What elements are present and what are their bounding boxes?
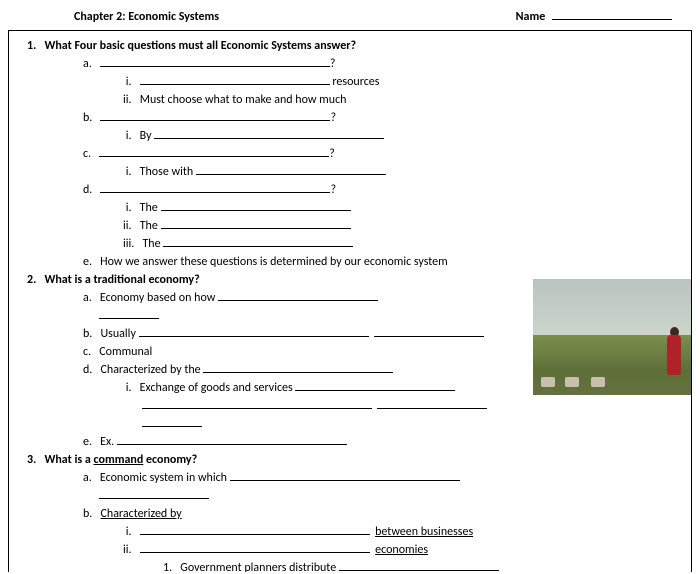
q1-e: e. How we answer these questions is dete…: [13, 253, 687, 271]
q1: 1. What Four basic questions must all Ec…: [13, 37, 687, 55]
blank-line[interactable]: [100, 182, 330, 193]
q1-c: c. ?: [13, 145, 687, 163]
blank-line[interactable]: [339, 560, 499, 571]
blank-line[interactable]: [100, 110, 330, 121]
blank-line[interactable]: [140, 524, 370, 535]
q1-d-i: i. The: [13, 199, 687, 217]
name-field: Name: [516, 10, 672, 24]
blank-line[interactable]: [100, 56, 330, 67]
content-box: 1. What Four basic questions must all Ec…: [8, 30, 692, 572]
q1-b-i: i. By: [13, 127, 687, 145]
animal-figure: [591, 377, 605, 387]
q1-a-ii: ii. Must choose what to make and how muc…: [13, 91, 687, 109]
blank-line[interactable]: [161, 200, 351, 211]
q3-b-ii-1: 1. Government planners distribute: [13, 559, 687, 572]
name-blank-line[interactable]: [552, 19, 672, 20]
q2-d-i-cont2: [13, 415, 687, 433]
blank-line[interactable]: [99, 308, 159, 319]
q1-a-i: i. resources: [13, 73, 687, 91]
blank-line[interactable]: [99, 488, 209, 499]
q1-a: a. ?: [13, 55, 687, 73]
blank-line[interactable]: [295, 380, 455, 391]
q3-b: b. Characterized by: [13, 505, 687, 523]
q1-d-iii: iii. The: [13, 235, 687, 253]
blank-line[interactable]: [374, 326, 484, 337]
page-header: Chapter 2: Economic Systems Name: [8, 10, 692, 30]
blank-line[interactable]: [140, 74, 330, 85]
person-figure: [667, 335, 681, 375]
blank-line[interactable]: [142, 416, 202, 427]
blank-line[interactable]: [163, 236, 353, 247]
animal-figure: [541, 377, 555, 387]
grassland-photo: [533, 279, 691, 395]
q1-d-ii: ii. The: [13, 217, 687, 235]
q1-b: b. ?: [13, 109, 687, 127]
q1-c-i: i. Those with: [13, 163, 687, 181]
animal-figure: [565, 377, 579, 387]
blank-line[interactable]: [230, 470, 460, 481]
blank-line[interactable]: [99, 146, 329, 157]
chapter-title: Chapter 2: Economic Systems: [74, 10, 219, 24]
q3-a: a. Economic system in which: [13, 469, 687, 487]
q2-e: e. Ex.: [13, 433, 687, 451]
q3: 3. What is a command economy?: [13, 451, 687, 469]
blank-line[interactable]: [203, 362, 393, 373]
blank-line[interactable]: [161, 218, 351, 229]
q3-a-cont: [13, 487, 687, 505]
q3-b-ii: ii. economies: [13, 541, 687, 559]
blank-line[interactable]: [142, 398, 372, 409]
blank-line[interactable]: [154, 128, 384, 139]
blank-line[interactable]: [377, 398, 487, 409]
q3-b-i: i. between businesses: [13, 523, 687, 541]
worksheet-page: Chapter 2: Economic Systems Name 1. What…: [0, 0, 700, 572]
blank-line[interactable]: [218, 290, 378, 301]
q2-d-i-cont1: [13, 397, 687, 415]
blank-line[interactable]: [139, 326, 369, 337]
blank-line[interactable]: [140, 542, 370, 553]
blank-line[interactable]: [117, 434, 347, 445]
blank-line[interactable]: [196, 164, 386, 175]
q1-d: d. ?: [13, 181, 687, 199]
